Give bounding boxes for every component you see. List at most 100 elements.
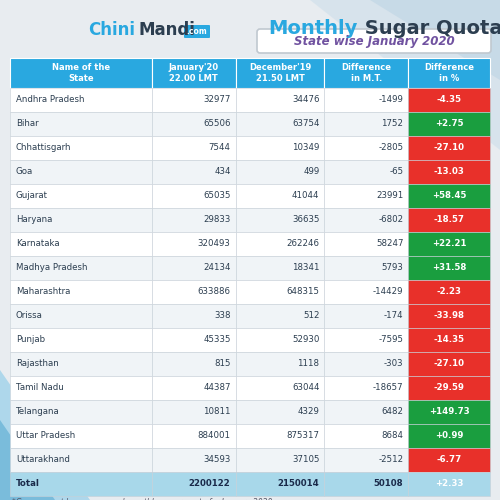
Bar	[236, 58, 324, 88]
Text: Haryana: Haryana	[16, 216, 52, 224]
Text: 65035: 65035	[203, 192, 230, 200]
Bar	[324, 376, 408, 400]
Text: 8684: 8684	[382, 432, 404, 440]
Text: Andhra Pradesh: Andhra Pradesh	[16, 96, 84, 104]
Bar	[10, 232, 152, 256]
Polygon shape	[310, 0, 500, 150]
Polygon shape	[0, 370, 90, 500]
Bar	[236, 400, 324, 424]
Text: 815: 815	[214, 360, 230, 368]
Text: 32977: 32977	[203, 96, 230, 104]
Text: -29.59: -29.59	[434, 384, 464, 392]
Bar	[152, 424, 236, 448]
Text: 41044: 41044	[292, 192, 320, 200]
Text: +0.99: +0.99	[435, 432, 464, 440]
Bar	[236, 184, 324, 208]
Bar	[236, 352, 324, 376]
Bar	[10, 376, 152, 400]
Text: Difference
in M.T.: Difference in M.T.	[342, 64, 392, 82]
Text: -13.03: -13.03	[434, 168, 464, 176]
Bar	[408, 256, 490, 280]
Text: 50108: 50108	[374, 480, 404, 488]
Bar	[324, 184, 408, 208]
Bar	[152, 256, 236, 280]
Text: Rajasthan: Rajasthan	[16, 360, 59, 368]
Bar	[324, 400, 408, 424]
Bar	[408, 160, 490, 184]
Text: State wise January 2020: State wise January 2020	[294, 34, 454, 48]
Text: +31.58: +31.58	[432, 264, 466, 272]
Text: Punjab: Punjab	[16, 336, 45, 344]
Text: 36635: 36635	[292, 216, 320, 224]
Bar	[10, 352, 152, 376]
Text: 23991: 23991	[376, 192, 404, 200]
Bar	[10, 280, 152, 304]
Bar	[10, 424, 152, 448]
Bar	[152, 136, 236, 160]
Bar	[10, 208, 152, 232]
Text: -1499: -1499	[378, 96, 404, 104]
Bar	[408, 304, 490, 328]
Text: 1752: 1752	[382, 120, 404, 128]
Bar	[10, 472, 152, 496]
FancyBboxPatch shape	[257, 29, 491, 53]
Text: Gujarat: Gujarat	[16, 192, 48, 200]
Text: -2512: -2512	[378, 456, 404, 464]
Polygon shape	[370, 0, 500, 80]
Text: Orissa: Orissa	[16, 312, 43, 320]
Text: 52930: 52930	[292, 336, 320, 344]
Text: -18657: -18657	[373, 384, 404, 392]
Bar	[324, 256, 408, 280]
Text: 512: 512	[303, 312, 320, 320]
Bar	[152, 376, 236, 400]
Text: 29833: 29833	[203, 216, 230, 224]
Text: 34593: 34593	[203, 456, 230, 464]
Bar	[152, 208, 236, 232]
Bar	[10, 256, 152, 280]
Text: Telangana: Telangana	[16, 408, 60, 416]
Bar	[152, 112, 236, 136]
Bar	[408, 472, 490, 496]
Text: -27.10: -27.10	[434, 144, 464, 152]
Text: -2805: -2805	[378, 144, 404, 152]
Bar	[10, 160, 152, 184]
Text: Madhya Pradesh: Madhya Pradesh	[16, 264, 88, 272]
Bar	[408, 112, 490, 136]
Bar	[236, 112, 324, 136]
Text: Difference
in %: Difference in %	[424, 64, 474, 82]
Text: Chini: Chini	[88, 21, 135, 39]
Bar	[152, 232, 236, 256]
Text: 44387: 44387	[203, 384, 230, 392]
Bar	[152, 184, 236, 208]
Text: -33.98: -33.98	[434, 312, 464, 320]
Text: 34476: 34476	[292, 96, 320, 104]
Text: 63754: 63754	[292, 120, 320, 128]
Text: 45335: 45335	[203, 336, 230, 344]
Bar	[236, 424, 324, 448]
Text: Maharashtra: Maharashtra	[16, 288, 70, 296]
Text: 434: 434	[214, 168, 230, 176]
Bar	[408, 184, 490, 208]
Text: 7544: 7544	[208, 144, 231, 152]
Bar	[10, 112, 152, 136]
Text: Uttarakhand: Uttarakhand	[16, 456, 70, 464]
Bar	[152, 58, 236, 88]
Text: Monthly: Monthly	[268, 18, 358, 38]
Text: 4329: 4329	[298, 408, 320, 416]
Text: 10349: 10349	[292, 144, 320, 152]
Text: 884001: 884001	[198, 432, 230, 440]
Bar	[10, 400, 152, 424]
Text: 58247: 58247	[376, 240, 404, 248]
Bar	[236, 232, 324, 256]
Bar	[152, 280, 236, 304]
Text: Total: Total	[16, 480, 40, 488]
Bar	[10, 88, 152, 112]
Bar	[236, 208, 324, 232]
Bar	[324, 232, 408, 256]
Polygon shape	[0, 420, 55, 500]
Text: .com: .com	[186, 27, 208, 36]
Text: 648315: 648315	[286, 288, 320, 296]
Text: -7595: -7595	[378, 336, 404, 344]
Text: -2.23: -2.23	[436, 288, 462, 296]
Bar	[324, 328, 408, 352]
